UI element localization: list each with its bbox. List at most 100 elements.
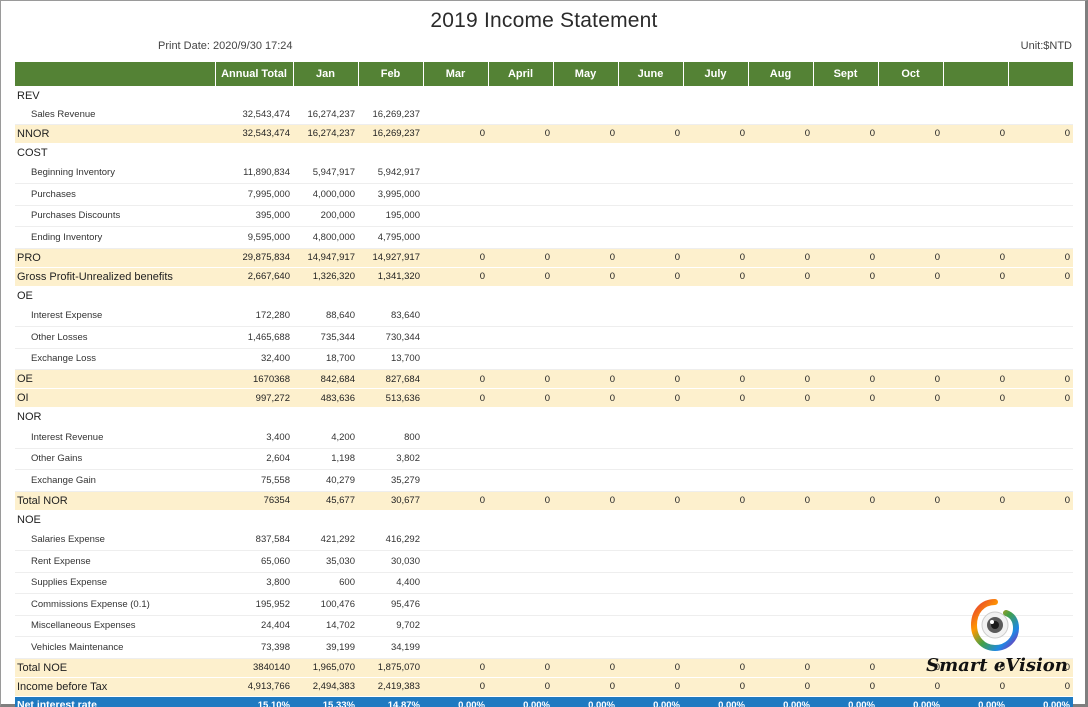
table-cell: [423, 205, 488, 227]
table-cell: [618, 550, 683, 573]
table-cell: 45,677: [293, 491, 358, 511]
table-cell: 73,398: [215, 636, 293, 659]
table-cell: 195,952: [215, 593, 293, 616]
table-cell: [358, 86, 423, 105]
table-cell: [618, 426, 683, 449]
table-cell: [488, 529, 553, 551]
table-cell: 14,927,917: [358, 248, 423, 268]
table-cell: [943, 162, 1008, 184]
table-cell: 997,272: [215, 388, 293, 408]
table-cell: 0: [553, 248, 618, 268]
table-cell: [1008, 448, 1073, 470]
table-cell: [878, 529, 943, 551]
table-cell: [488, 426, 553, 449]
table-cell: [488, 448, 553, 470]
table-cell: [488, 348, 553, 370]
table-cell: [813, 469, 878, 492]
table-cell: 4,913,766: [215, 677, 293, 697]
total-row: Income before Tax 4,913,766 2,494,383 2,419…: [15, 677, 1073, 697]
row-label: Supplies Expense: [15, 572, 215, 594]
table-cell: [683, 143, 748, 162]
table-cell: 0: [878, 491, 943, 511]
table-cell: [813, 615, 878, 637]
table-cell: [488, 286, 553, 305]
table-cell: [748, 86, 813, 105]
table-cell: 800: [358, 426, 423, 449]
table-cell: [878, 226, 943, 249]
table-cell: [618, 105, 683, 125]
table-cell: [1008, 162, 1073, 184]
table-cell: [423, 105, 488, 125]
table-body: REV Sales Revenue 32,543,474 16,274,237 16,2…: [15, 86, 1073, 707]
table-cell: [943, 305, 1008, 327]
table-cell: 0: [488, 491, 553, 511]
table-cell: 0: [943, 388, 1008, 408]
table-cell: [813, 408, 878, 427]
table-row: Interest Expense 172,280 88,640 83,640: [15, 305, 1073, 327]
table-cell: 1,875,070: [358, 658, 423, 678]
table-cell: [1008, 143, 1073, 162]
table-cell: 0.00%: [488, 696, 553, 707]
table-cell: [1008, 105, 1073, 125]
table-cell: 76354: [215, 491, 293, 511]
table-cell: [423, 86, 488, 105]
table-cell: 0: [813, 658, 878, 678]
row-label: Net interest rate: [15, 696, 215, 707]
table-cell: [423, 448, 488, 470]
table-cell: [423, 615, 488, 637]
table-cell: 4,795,000: [358, 226, 423, 249]
table-cell: [423, 408, 488, 427]
table-cell: [488, 469, 553, 492]
table-cell: [943, 448, 1008, 470]
table-cell: 0: [553, 677, 618, 697]
table-cell: [748, 426, 813, 449]
table-cell: 0: [878, 677, 943, 697]
table-cell: [618, 143, 683, 162]
table-cell: 0: [748, 388, 813, 408]
table-cell: [813, 448, 878, 470]
table-cell: 0: [1008, 369, 1073, 389]
table-cell: [748, 326, 813, 349]
table-cell: [358, 143, 423, 162]
table-cell: [943, 286, 1008, 305]
table-cell: [813, 226, 878, 249]
table-cell: [878, 326, 943, 349]
table-cell: [553, 348, 618, 370]
row-label: Commissions Expense (0.1): [15, 593, 215, 616]
table-cell: [1008, 408, 1073, 427]
table-cell: [878, 143, 943, 162]
row-label: Total NOE: [15, 658, 215, 678]
table-cell: [618, 205, 683, 227]
table-cell: 0.00%: [618, 696, 683, 707]
total-row: PRO 29,875,834 14,947,917 14,927,917 0 0 0 0 0 0 0…: [15, 248, 1073, 268]
table-cell: 0: [1008, 658, 1073, 678]
table-cell: [683, 426, 748, 449]
table-cell: 0: [683, 124, 748, 144]
table-cell: 0: [878, 388, 943, 408]
table-cell: [748, 205, 813, 227]
table-cell: [553, 615, 618, 637]
table-cell: 827,684: [358, 369, 423, 389]
column-header: Annual Total: [214, 62, 293, 86]
table-cell: 4,400: [358, 572, 423, 594]
table-cell: 0: [683, 388, 748, 408]
table-cell: 0: [1008, 124, 1073, 144]
table-cell: [215, 408, 293, 427]
table-cell: [553, 326, 618, 349]
table-cell: 2,667,640: [215, 267, 293, 287]
table-cell: [683, 162, 748, 184]
table-cell: 0: [943, 677, 1008, 697]
table-cell: [1008, 183, 1073, 206]
table-cell: [813, 510, 878, 529]
table-cell: 0: [488, 388, 553, 408]
table-cell: 9,595,000: [215, 226, 293, 249]
table-cell: [215, 510, 293, 529]
report-title: 2019 Income Statement: [430, 9, 658, 32]
table-cell: 842,684: [293, 369, 358, 389]
table-cell: [618, 529, 683, 551]
table-cell: 0.00%: [878, 696, 943, 707]
table-cell: 14.87%: [358, 696, 423, 707]
table-cell: 0.00%: [748, 696, 813, 707]
row-label: Interest Expense: [15, 305, 215, 327]
table-cell: [878, 86, 943, 105]
